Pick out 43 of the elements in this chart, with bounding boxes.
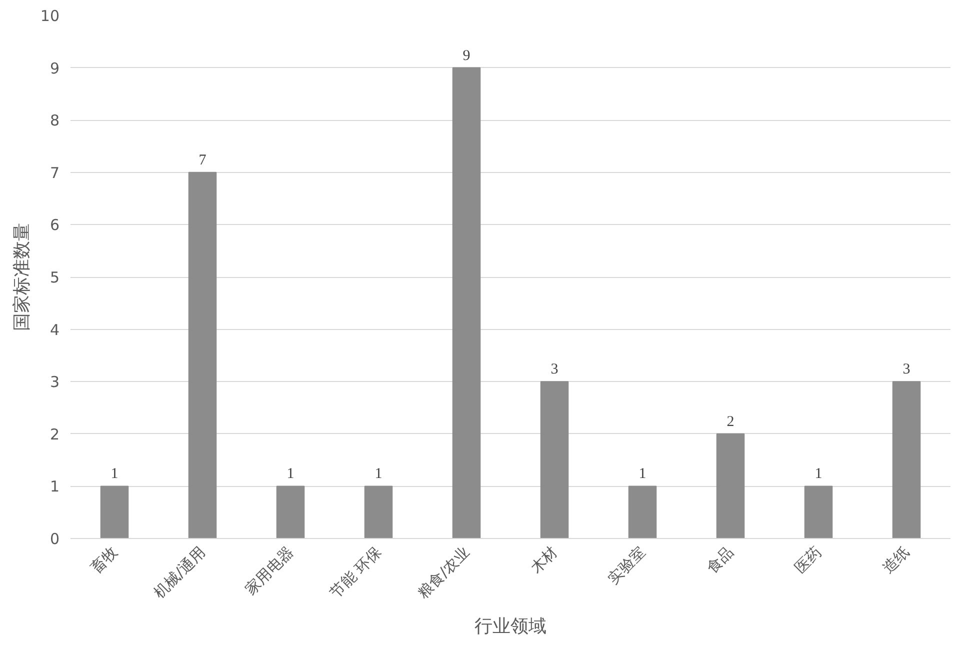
x-tick-label: 木材 (526, 543, 561, 578)
data-label: 1 (286, 466, 294, 482)
y-tick-label: 10 (40, 7, 60, 25)
y-tick-label: 4 (50, 320, 60, 339)
bar (892, 381, 921, 538)
data-label: 3 (902, 362, 910, 378)
y-tick-label: 6 (50, 216, 60, 234)
data-label: 3 (550, 362, 558, 378)
x-tick-label: 节能 环保 (326, 543, 385, 602)
data-label: 9 (462, 48, 470, 64)
bar (540, 381, 569, 538)
y-tick-label: 3 (50, 373, 60, 392)
y-tick-label: 7 (50, 164, 60, 182)
x-tick-label: 畜牧 (86, 543, 121, 578)
y-tick-label: 2 (50, 425, 60, 444)
data-label: 7 (198, 152, 207, 168)
x-tick-label: 医药 (790, 543, 825, 578)
bar (364, 486, 393, 538)
bar (100, 486, 129, 538)
y-tick-label: 5 (50, 268, 60, 286)
bar (276, 486, 305, 538)
x-tick-label: 机械/通用 (150, 543, 209, 602)
bar (628, 486, 657, 538)
x-tick-label: 粮食/农业 (414, 543, 473, 602)
y-tick-label: 0 (50, 530, 60, 548)
x-axis-title: 行业领域 (474, 616, 546, 638)
bar (804, 486, 833, 538)
x-tick-label: 造纸 (878, 543, 913, 578)
x-tick-label: 家用电器 (242, 543, 297, 598)
y-tick-label: 8 (50, 112, 60, 130)
y-tick-label: 1 (50, 478, 60, 496)
bar (188, 172, 217, 538)
y-tick-label: 9 (50, 59, 60, 78)
x-tick-label: 食品 (702, 543, 737, 578)
x-tick-label: 实验室 (604, 543, 649, 588)
y-axis-title: 国家标准数量 (11, 223, 32, 331)
data-label: 1 (374, 466, 382, 482)
data-label: 1 (814, 466, 822, 482)
bar (452, 67, 481, 538)
data-label: 2 (726, 414, 734, 430)
data-label: 1 (638, 466, 646, 482)
data-label: 1 (110, 466, 118, 482)
bar (716, 433, 745, 538)
